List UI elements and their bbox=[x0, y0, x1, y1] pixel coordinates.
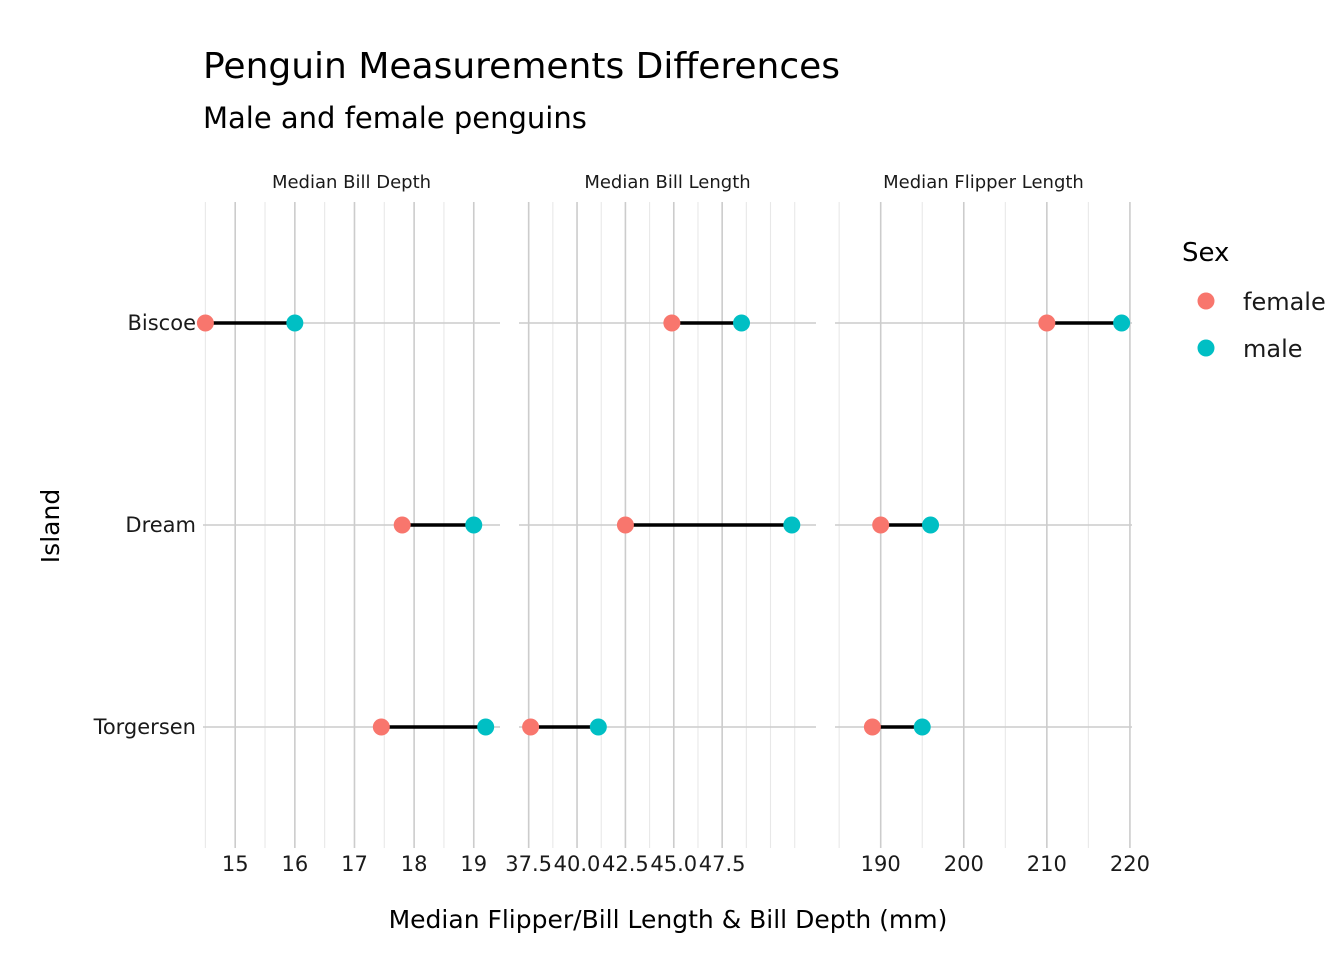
facet-label-median-bill-depth: Median Bill Depth bbox=[272, 172, 431, 193]
point-female-dream bbox=[393, 516, 411, 534]
x-tick-label: 18 bbox=[401, 852, 428, 876]
panel-median-bill-length: Median Bill Length 37.5 40.0 42.5 45.0 47.5 bbox=[505, 172, 816, 876]
facet-label-median-bill-length: Median Bill Length bbox=[584, 172, 750, 193]
point-female-biscoe bbox=[196, 314, 214, 332]
legend-label-male: male bbox=[1243, 335, 1303, 363]
facet-panels: Median Bill Depth 15 16 17 18 19 Median Bill L… bbox=[196, 172, 1150, 876]
y-axis-title: Island bbox=[36, 489, 65, 563]
point-male-dream bbox=[465, 516, 483, 534]
y-axis-tick-labels: Biscoe Dream Torgersen bbox=[93, 311, 196, 739]
point-female-torgersen bbox=[863, 718, 881, 736]
point-female-torgersen bbox=[372, 718, 390, 736]
legend-swatch-female bbox=[1197, 292, 1215, 310]
x-axis-title: Median Flipper/Bill Length & Bill Depth … bbox=[389, 905, 948, 934]
x-tick-label: 37.5 bbox=[505, 852, 552, 876]
legend: Sex female male bbox=[1182, 238, 1326, 363]
y-tick-label-dream: Dream bbox=[125, 513, 196, 537]
legend-swatch-male bbox=[1197, 339, 1215, 357]
x-tick-label: 16 bbox=[281, 852, 308, 876]
point-female-biscoe bbox=[663, 314, 681, 332]
point-male-torgersen bbox=[913, 718, 931, 736]
panel-median-bill-depth: Median Bill Depth 15 16 17 18 19 bbox=[196, 172, 500, 876]
x-tick-label: 42.5 bbox=[602, 852, 649, 876]
facet-label-median-flipper-length: Median Flipper Length bbox=[883, 172, 1084, 193]
point-male-torgersen bbox=[477, 718, 495, 736]
point-male-biscoe bbox=[286, 314, 304, 332]
x-tick-label: 47.5 bbox=[699, 852, 746, 876]
y-tick-label-torgersen: Torgersen bbox=[93, 715, 196, 739]
x-tick-label: 190 bbox=[861, 852, 901, 876]
point-female-dream bbox=[616, 516, 634, 534]
point-female-torgersen bbox=[522, 718, 540, 736]
x-tick-label: 15 bbox=[222, 852, 249, 876]
legend-label-female: female bbox=[1243, 288, 1326, 316]
chart-title: Penguin Measurements Differences bbox=[203, 46, 840, 87]
x-tick-label: 200 bbox=[944, 852, 984, 876]
x-tick-label: 45.0 bbox=[650, 852, 697, 876]
point-male-torgersen bbox=[589, 718, 607, 736]
x-tick-label: 210 bbox=[1027, 852, 1067, 876]
point-male-dream bbox=[922, 516, 940, 534]
panel-median-flipper-length: Median Flipper Length 190 200 210 220 bbox=[835, 172, 1150, 876]
point-male-biscoe bbox=[733, 314, 751, 332]
x-tick-label: 17 bbox=[341, 852, 368, 876]
y-tick-label-biscoe: Biscoe bbox=[128, 311, 197, 335]
x-tick-label: 19 bbox=[460, 852, 487, 876]
x-tick-label: 40.0 bbox=[554, 852, 601, 876]
point-male-dream bbox=[783, 516, 801, 534]
point-male-biscoe bbox=[1113, 314, 1131, 332]
legend-title: Sex bbox=[1182, 238, 1229, 268]
x-tick-label: 220 bbox=[1110, 852, 1150, 876]
chart-subtitle: Male and female penguins bbox=[203, 101, 587, 135]
point-female-dream bbox=[872, 516, 890, 534]
point-female-biscoe bbox=[1038, 314, 1056, 332]
